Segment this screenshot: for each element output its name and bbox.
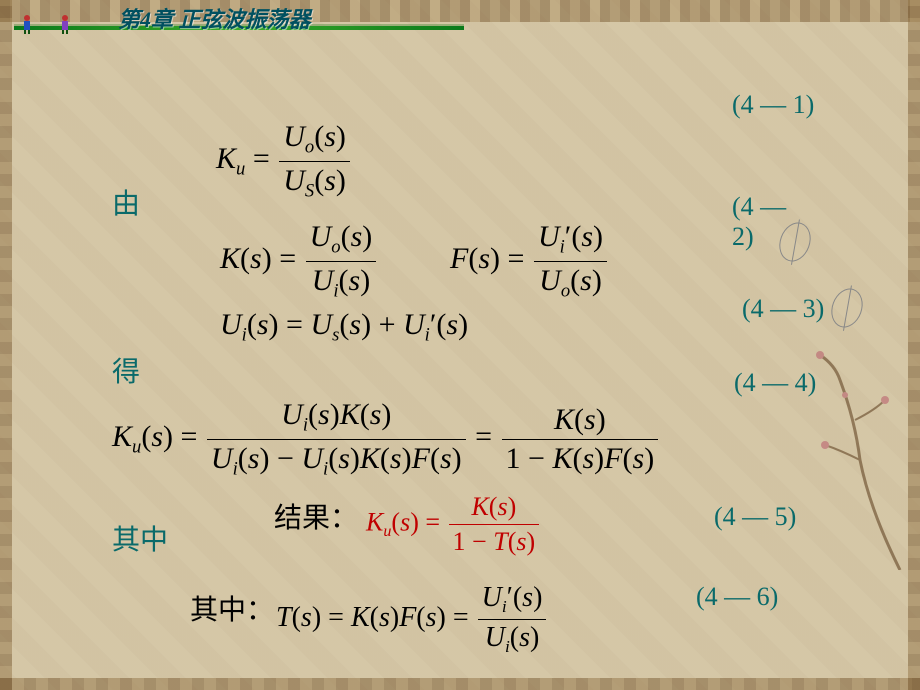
person-icon	[20, 14, 34, 34]
decorative-border-bottom	[0, 678, 920, 690]
decorative-border-left	[0, 0, 12, 690]
annotation-oval-2	[826, 284, 868, 332]
formula-2a: K(s) = Uo(s) Ui(s)	[220, 220, 378, 302]
eqnum-6: (4 — 6)	[696, 582, 778, 612]
eqnum-4: (4 — 4)	[734, 368, 816, 398]
person-icon	[58, 14, 72, 34]
eqnum-3: (4 — 3)	[742, 294, 824, 324]
formula-3: Ui(s) = Us(s) + Ui′(s)	[220, 308, 468, 347]
formula-2b: F(s) = Ui′(s) Uo(s)	[450, 220, 609, 302]
label-qizhong: 其中	[112, 518, 168, 558]
formula-6: T(s) = K(s)F(s) = Ui′(s) Ui(s)	[276, 582, 548, 657]
label-qizhong2: 其中：	[190, 588, 274, 628]
slide-content: 由 (4 — 1) (4 — 2) (4 — 3) (4 — 4) (4 — 5…	[20, 40, 900, 670]
formula-4: Ku(s) = Ui(s)K(s) Ui(s) − Ui(s)K(s)F(s) …	[112, 398, 660, 480]
formula-5: Ku(s) = K(s) 1 − T(s)	[366, 492, 541, 557]
chapter-title: 第4章 正弦波振荡器	[78, 2, 311, 34]
formula-1: Ku = Uo(s) US(s)	[216, 120, 352, 202]
label-jieguo: 结果：	[274, 496, 358, 536]
slide-header: 第4章 正弦波振荡器	[20, 2, 311, 34]
decorative-border-right	[908, 0, 920, 690]
eqnum-1: (4 — 1)	[732, 90, 814, 120]
label-you: 由	[112, 182, 140, 222]
label-de: 得	[112, 350, 140, 390]
eqnum-5: (4 — 5)	[714, 502, 796, 532]
